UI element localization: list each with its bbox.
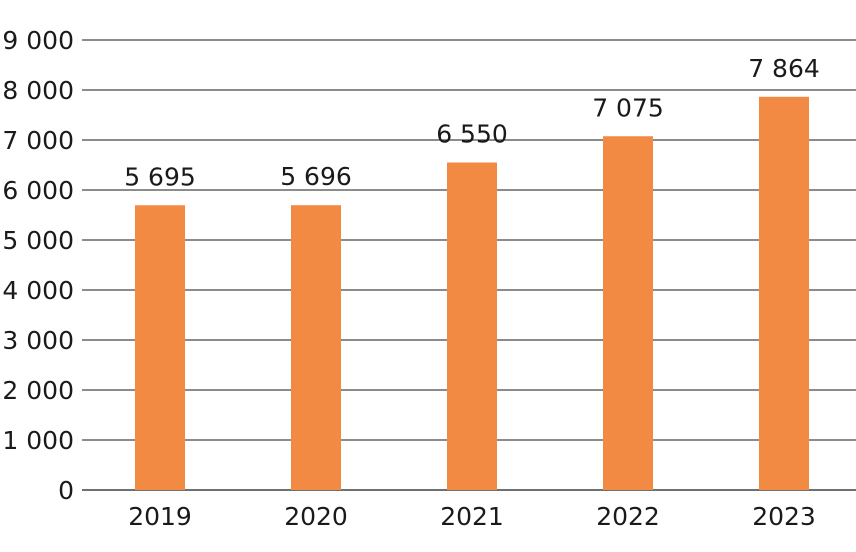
value-label-2022: 7 075	[592, 93, 664, 122]
bar-value-labels: 5 695 5 696 6 550 7 075 7 864	[124, 54, 820, 191]
bar-2023	[759, 96, 809, 491]
y-tick-label: 0	[58, 476, 74, 505]
bar-2021	[447, 162, 497, 490]
y-axis-tick-labels: 0 1 000 2 000 3 000 4 000 5 000 6 000 7 000 8 00…	[2, 26, 74, 505]
x-tick-label-2020: 2020	[284, 502, 348, 531]
y-tick-label: 7 000	[2, 126, 74, 155]
bars	[135, 96, 809, 491]
bar-2022	[603, 136, 653, 490]
y-tick-label: 9 000	[2, 26, 74, 55]
value-label-2020: 5 696	[280, 162, 352, 191]
value-label-2021: 6 550	[436, 120, 508, 149]
y-tick-label: 4 000	[2, 276, 74, 305]
y-tick-label: 1 000	[2, 426, 74, 455]
x-tick-label-2023: 2023	[752, 502, 816, 531]
bar-2019	[135, 205, 185, 490]
x-tick-label-2019: 2019	[128, 502, 192, 531]
x-tick-label-2021: 2021	[440, 502, 504, 531]
value-label-2023: 7 864	[748, 54, 820, 83]
y-tick-label: 8 000	[2, 76, 74, 105]
y-tick-label: 3 000	[2, 326, 74, 355]
x-tick-label-2022: 2022	[596, 502, 660, 531]
value-label-2019: 5 695	[124, 162, 196, 191]
y-tick-label: 6 000	[2, 176, 74, 205]
y-tick-label: 2 000	[2, 376, 74, 405]
y-tick-label: 5 000	[2, 226, 74, 255]
x-axis-tick-labels: 2019 2020 2021 2022 2023	[128, 502, 816, 531]
bar-2020	[291, 205, 341, 490]
